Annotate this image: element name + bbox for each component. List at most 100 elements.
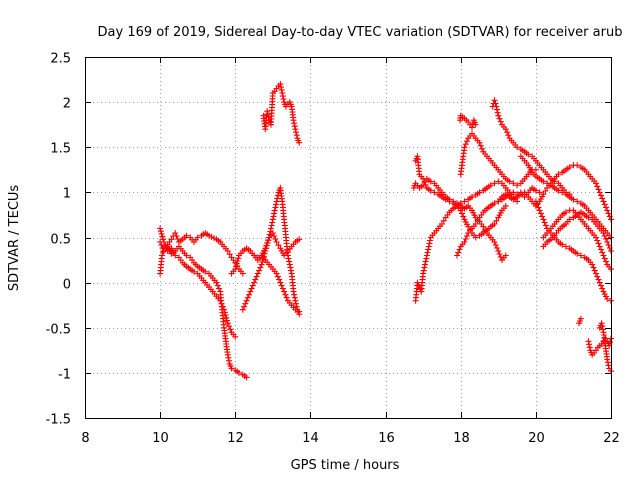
data-point [251, 279, 258, 286]
data-point [542, 188, 549, 194]
data-point [455, 249, 462, 256]
data-point [234, 258, 241, 264]
data-point [173, 233, 180, 239]
data-point [292, 297, 299, 304]
data-point [599, 195, 606, 202]
y-tick-label: -1.5 [46, 413, 71, 428]
data-point [265, 237, 272, 244]
data-point [296, 308, 303, 315]
data-point [225, 354, 232, 361]
data-point [264, 108, 271, 115]
data-point [275, 242, 282, 249]
data-point [222, 312, 229, 319]
data-point [279, 93, 286, 100]
data-point [469, 193, 475, 200]
data-point [589, 261, 596, 268]
data-point [287, 264, 294, 271]
data-point [233, 260, 240, 267]
data-point [228, 365, 235, 372]
data-point [157, 225, 164, 232]
data-point [537, 210, 544, 217]
data-point [601, 255, 608, 262]
data-point [596, 189, 603, 196]
data-point [274, 192, 281, 199]
data-point [586, 344, 593, 351]
data-point [217, 297, 224, 304]
data-point [224, 351, 231, 358]
data-point [459, 210, 465, 217]
data-point [233, 263, 239, 270]
data-point [264, 111, 271, 118]
data-point [422, 181, 429, 188]
data-point [273, 201, 279, 208]
data-point [562, 243, 569, 250]
data-point [494, 106, 500, 113]
data-point [604, 356, 611, 363]
data-point [249, 282, 256, 289]
data-point [472, 221, 479, 227]
data-point [266, 231, 273, 238]
data-point [454, 252, 460, 259]
data-point [279, 285, 286, 292]
data-point [247, 288, 254, 295]
data-point [183, 252, 190, 259]
data-point [495, 178, 502, 185]
data-point [598, 282, 604, 289]
data-point [599, 326, 606, 333]
data-point [605, 242, 612, 248]
data-point [277, 279, 284, 286]
data-point [293, 303, 300, 310]
data-point [248, 285, 255, 292]
data-point [476, 189, 483, 196]
data-point [172, 230, 179, 236]
data-point [595, 240, 602, 247]
data-point [226, 251, 233, 258]
data-point [160, 239, 167, 245]
data-point [462, 236, 469, 242]
data-point [293, 132, 300, 139]
data-point [214, 282, 221, 289]
data-point [596, 279, 603, 286]
data-points [157, 81, 614, 381]
data-point [562, 209, 569, 216]
plot-frame [85, 57, 612, 419]
data-point [536, 207, 543, 214]
data-point [594, 273, 601, 280]
data-point [216, 285, 222, 292]
data-point [291, 291, 298, 298]
data-point [218, 300, 225, 307]
data-point [278, 282, 285, 289]
data-point [291, 294, 298, 301]
data-point [497, 254, 504, 261]
data-point [172, 252, 179, 259]
data-point [157, 228, 164, 235]
data-point [282, 291, 289, 298]
data-point [244, 294, 251, 301]
data-point [239, 306, 246, 313]
y-tick-label: -0.5 [46, 323, 71, 338]
data-point [491, 97, 498, 104]
data-point [271, 207, 278, 214]
chart-title: Day 169 of 2019, Sidereal Day-to-day VTE… [98, 25, 623, 40]
data-point [574, 198, 581, 205]
data-point [472, 121, 479, 128]
data-point [555, 171, 562, 178]
data-point [292, 306, 299, 313]
data-point [591, 267, 598, 274]
data-point [268, 222, 275, 229]
data-point [272, 236, 279, 242]
data-point [286, 258, 293, 265]
data-point [423, 255, 430, 262]
data-point [462, 141, 469, 148]
data-point [464, 233, 470, 239]
data-point [600, 198, 607, 205]
data-point [497, 118, 504, 125]
data-point [221, 309, 228, 316]
data-point [502, 252, 509, 259]
data-point [291, 123, 298, 130]
data-point [257, 264, 264, 271]
data-point [424, 249, 431, 256]
data-point [263, 245, 270, 252]
data-point [460, 213, 467, 220]
